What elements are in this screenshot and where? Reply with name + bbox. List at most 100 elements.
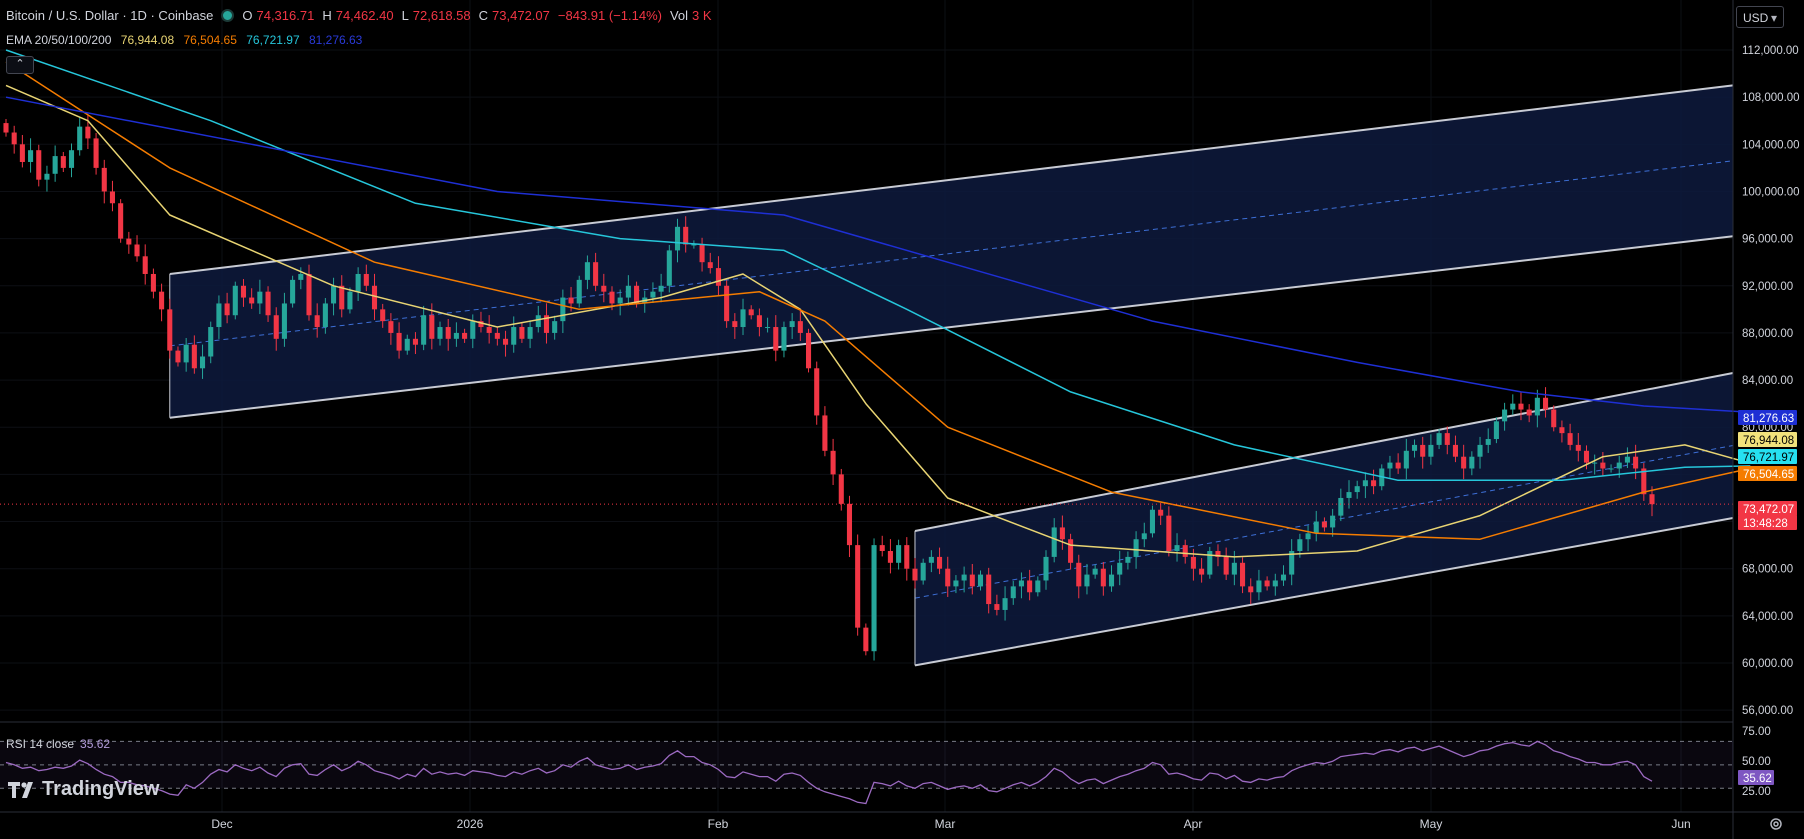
- candle-body: [1018, 580, 1024, 587]
- symbol-title[interactable]: Bitcoin / U.S. Dollar · 1D · Coinbase: [6, 8, 214, 23]
- candle-body: [1510, 403, 1516, 410]
- ema-label: EMA 20/50/100/200: [6, 33, 112, 47]
- candle-body: [1280, 574, 1287, 581]
- y-tick-label: 64,000.00: [1742, 611, 1793, 623]
- candle-body: [421, 315, 427, 345]
- candle-body: [445, 327, 451, 339]
- channel-median-line-0: [169, 160, 1734, 347]
- candle-body: [339, 285, 345, 310]
- candle-body: [470, 321, 476, 339]
- y-tick-label: 104,000.00: [1742, 139, 1800, 151]
- candle-body: [912, 568, 918, 581]
- ema200-line: [5, 96, 1751, 413]
- price-label-box: [1738, 466, 1797, 481]
- chevron-up-icon: ⌃: [15, 58, 25, 70]
- rsi-axis-value: 35.62: [1743, 773, 1772, 785]
- price-label-countdown: 13:48:28: [1743, 518, 1788, 530]
- x-tick-label: Apr: [1184, 817, 1203, 831]
- candle-body: [1371, 480, 1377, 487]
- candle-body: [396, 332, 402, 351]
- gear-icon[interactable]: [1768, 816, 1784, 832]
- candle-body: [1289, 551, 1295, 575]
- candle-body: [1600, 462, 1606, 469]
- candle-body: [429, 315, 435, 339]
- candle-body: [863, 627, 869, 652]
- candle-body: [306, 273, 312, 316]
- candle-body: [855, 545, 861, 628]
- brand-name: TradingView: [42, 778, 160, 800]
- y-tick-label: 68,000.00: [1742, 564, 1793, 576]
- candle-body: [1182, 545, 1188, 557]
- candle-body: [1526, 409, 1532, 416]
- candle-body: [478, 321, 484, 328]
- rsi-tick-label: 75.00: [1742, 726, 1771, 738]
- candle-body: [789, 321, 795, 328]
- candle-body: [167, 309, 173, 351]
- candle-body: [977, 574, 984, 587]
- candle-body: [1362, 480, 1368, 487]
- candle-body: [1395, 462, 1401, 469]
- candle-body: [814, 368, 820, 416]
- candle-body: [1387, 462, 1393, 469]
- candle-body: [281, 303, 287, 339]
- tradingview-logo[interactable]: TradingView: [8, 778, 159, 801]
- price-label-ema-200: 81,276.63: [1743, 413, 1794, 425]
- currency-select[interactable]: USD: [1736, 6, 1784, 29]
- x-tick-label: Jun: [1671, 817, 1690, 831]
- channel-upper-line-0: [169, 84, 1734, 275]
- ema-legend[interactable]: EMA 20/50/100/200 76,944.08 76,504.65 76…: [6, 33, 368, 47]
- x-tick-label: Mar: [935, 817, 956, 831]
- price-label-ema-100: 76,721.97: [1743, 452, 1794, 464]
- candle-body: [453, 332, 459, 339]
- y-tick-label: 88,000.00: [1742, 328, 1793, 340]
- candle-body: [314, 315, 320, 328]
- candle-body: [519, 327, 525, 339]
- candle-body: [593, 262, 599, 286]
- candle-body: [1223, 556, 1229, 575]
- candle-body: [1084, 574, 1090, 587]
- candle-body: [1174, 545, 1180, 552]
- candle-body: [1583, 450, 1590, 463]
- candle-body: [1133, 539, 1139, 557]
- y-tick-label: 112,000.00: [1742, 45, 1799, 57]
- candle-body: [1149, 509, 1156, 534]
- candle-body: [437, 327, 443, 339]
- candle-body: [1108, 574, 1115, 587]
- collapse-legend-button[interactable]: ⌃: [6, 56, 34, 74]
- rsi-legend[interactable]: RSI 14 close 35.62: [6, 737, 110, 751]
- candle-body: [1166, 515, 1172, 552]
- candle-body: [535, 315, 541, 328]
- rsi-line: [5, 740, 1653, 805]
- candle-body: [1444, 433, 1450, 445]
- candle-body: [1403, 450, 1409, 469]
- candle-body: [1411, 444, 1418, 451]
- candle-body: [60, 156, 66, 168]
- candle-body: [1297, 539, 1303, 552]
- candle-body: [1027, 580, 1033, 593]
- candle-body: [601, 285, 607, 292]
- candle-body: [1551, 409, 1557, 428]
- candle-body: [232, 285, 238, 316]
- open-label: O: [242, 8, 253, 23]
- candle-body: [1207, 551, 1213, 575]
- candle-body: [887, 551, 893, 563]
- low-label: L: [401, 8, 409, 23]
- candle-body: [134, 244, 140, 257]
- tradingview-logo-icon: [8, 781, 33, 798]
- candle-body: [543, 315, 550, 333]
- candle-body: [560, 297, 566, 322]
- candle-body: [1633, 456, 1639, 469]
- candle-body: [699, 244, 705, 263]
- candle-body: [1068, 539, 1074, 563]
- candle-body: [126, 238, 132, 245]
- candle-body: [142, 256, 148, 274]
- candle-body: [19, 144, 25, 162]
- candle-body: [830, 450, 836, 475]
- candle-body: [331, 285, 337, 304]
- candle-body: [93, 138, 99, 168]
- candle-body: [363, 273, 369, 286]
- candle-body: [724, 285, 730, 322]
- candle-body: [494, 332, 500, 339]
